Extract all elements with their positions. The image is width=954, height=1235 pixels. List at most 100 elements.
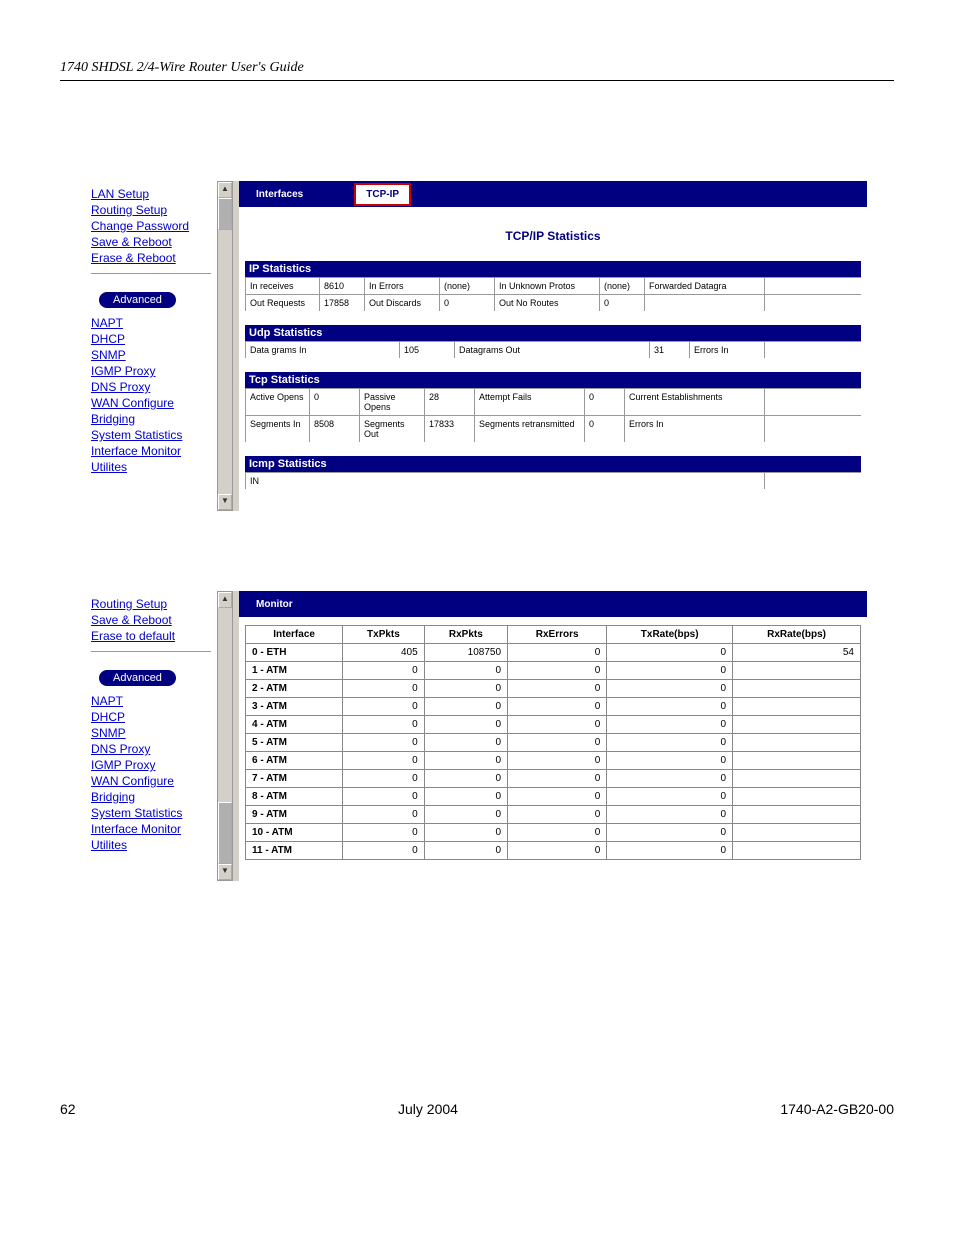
scroll-down-icon[interactable]: ▼ (218, 864, 232, 880)
sidebar-link[interactable]: NAPT (91, 316, 211, 330)
scroll-up-icon[interactable]: ▲ (218, 182, 232, 198)
table-cell: 6 - ATM (246, 752, 343, 770)
sidebar-link[interactable]: System Statistics (91, 428, 211, 442)
sidebar-link[interactable]: Save & Reboot (91, 613, 211, 627)
main-panel: Interfaces TCP-IP TCP/IP Statistics IP S… (233, 181, 867, 511)
sidebar-link[interactable]: Change Password (91, 219, 211, 233)
tab-bar: Interfaces TCP-IP (239, 181, 867, 207)
table-cell: 2 - ATM (246, 680, 343, 698)
table-cell: 0 (607, 662, 733, 680)
table-header: RxRate(bps) (733, 626, 861, 644)
screenshot-tcpip: LAN Setup Routing Setup Change Password Sav… (87, 181, 867, 511)
sidebar-link[interactable]: NAPT (91, 694, 211, 708)
scroll-up-icon[interactable]: ▲ (218, 592, 232, 608)
table-cell: 0 (424, 806, 507, 824)
table-cell: 0 (424, 662, 507, 680)
table-cell: 0 (343, 752, 424, 770)
sidebar-link[interactable]: Routing Setup (91, 203, 211, 217)
sidebar-link[interactable]: IGMP Proxy (91, 758, 211, 772)
sidebar-link[interactable]: Interface Monitor (91, 444, 211, 458)
stat-cell: Errors In (690, 342, 765, 358)
table-cell: 0 (607, 698, 733, 716)
table-cell: 0 (607, 680, 733, 698)
table-cell: 1 - ATM (246, 662, 343, 680)
table-cell: 0 (607, 824, 733, 842)
table-cell: 0 (424, 824, 507, 842)
sidebar-link[interactable]: Bridging (91, 412, 211, 426)
table-cell: 0 (343, 824, 424, 842)
page-footer: 62 July 2004 1740-A2-GB20-00 (60, 1101, 894, 1117)
sidebar-link[interactable]: Bridging (91, 790, 211, 804)
sidebar-link[interactable]: Utilites (91, 460, 211, 474)
table-row: 9 - ATM0000 (246, 806, 861, 824)
stat-row: Out Requests17858Out Discards0Out No Rou… (245, 294, 861, 311)
stat-row: Data grams In105Datagrams Out31Errors In (245, 341, 861, 358)
sidebar-link[interactable]: WAN Configure (91, 396, 211, 410)
sidebar-link[interactable]: LAN Setup (91, 187, 211, 201)
table-cell: 0 (343, 662, 424, 680)
table-cell: 11 - ATM (246, 842, 343, 860)
scrollbar[interactable]: ▲ ▼ (217, 181, 233, 511)
table-row: 7 - ATM0000 (246, 770, 861, 788)
sidebar-link[interactable]: WAN Configure (91, 774, 211, 788)
stat-cell: Errors In (625, 416, 765, 442)
table-cell (733, 734, 861, 752)
table-cell: 0 (424, 698, 507, 716)
sidebar-link[interactable]: System Statistics (91, 806, 211, 820)
sidebar-link[interactable]: DNS Proxy (91, 742, 211, 756)
scroll-thumb[interactable] (218, 802, 232, 864)
sidebar-link[interactable]: Erase & Reboot (91, 251, 211, 265)
main-panel: Monitor InterfaceTxPktsRxPktsRxErrorsTxR… (233, 591, 867, 881)
advanced-button[interactable]: Advanced (99, 670, 176, 686)
scroll-thumb[interactable] (218, 198, 232, 230)
sidebar: Routing Setup Save & Reboot Erase to defau… (87, 591, 217, 881)
tab-tcpip[interactable]: TCP-IP (354, 183, 411, 206)
table-row: 1 - ATM0000 (246, 662, 861, 680)
table-cell: 0 (508, 806, 607, 824)
table-cell: 0 (607, 842, 733, 860)
table-cell: 9 - ATM (246, 806, 343, 824)
sidebar-link[interactable]: DHCP (91, 332, 211, 346)
table-header: RxErrors (508, 626, 607, 644)
tab-monitor[interactable]: Monitor (245, 594, 304, 615)
sidebar-link[interactable]: SNMP (91, 726, 211, 740)
sidebar-link[interactable]: SNMP (91, 348, 211, 362)
section-header: IP Statistics (245, 261, 861, 277)
table-cell: 0 (508, 788, 607, 806)
sidebar-link[interactable]: Routing Setup (91, 597, 211, 611)
stat-cell: Segments In (245, 416, 310, 442)
stat-row: Segments In8508Segments Out17833Segments… (245, 415, 861, 442)
sidebar-link[interactable]: Interface Monitor (91, 822, 211, 836)
doc-header: 1740 SHDSL 2/4-Wire Router User's Guide (60, 60, 894, 81)
table-cell (733, 842, 861, 860)
scrollbar[interactable]: ▲ ▼ (217, 591, 233, 881)
tab-interfaces[interactable]: Interfaces (245, 184, 314, 205)
sidebar-link[interactable]: IGMP Proxy (91, 364, 211, 378)
table-header: TxRate(bps) (607, 626, 733, 644)
sidebar-link[interactable]: DNS Proxy (91, 380, 211, 394)
stat-cell: Passive Opens (360, 389, 425, 415)
scroll-down-icon[interactable]: ▼ (218, 494, 232, 510)
table-cell: 0 (508, 680, 607, 698)
table-cell: 10 - ATM (246, 824, 343, 842)
table-row: 3 - ATM0000 (246, 698, 861, 716)
table-header: RxPkts (424, 626, 507, 644)
section-header: Udp Statistics (245, 325, 861, 341)
table-cell: 108750 (424, 644, 507, 662)
table-cell: 0 (607, 788, 733, 806)
stat-cell: 0 (585, 389, 625, 415)
sidebar-link[interactable]: Erase to default (91, 629, 211, 643)
sidebar-link[interactable]: Save & Reboot (91, 235, 211, 249)
table-cell (733, 752, 861, 770)
table-cell: 0 (508, 752, 607, 770)
table-cell: 0 (424, 842, 507, 860)
sidebar-link[interactable]: DHCP (91, 710, 211, 724)
screenshot-monitor: Routing Setup Save & Reboot Erase to defau… (87, 591, 867, 881)
stat-cell: In receives (245, 278, 320, 294)
advanced-button[interactable]: Advanced (99, 292, 176, 308)
stat-cell: Out Requests (245, 295, 320, 311)
table-cell: 0 (343, 698, 424, 716)
table-cell: 0 (607, 644, 733, 662)
sidebar-link[interactable]: Utilites (91, 838, 211, 852)
table-cell: 0 (343, 734, 424, 752)
